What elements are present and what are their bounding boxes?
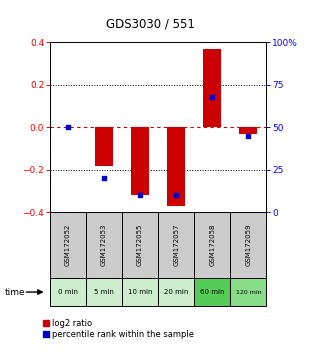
Bar — [95, 127, 113, 166]
Point — [101, 176, 107, 181]
Bar — [86, 278, 122, 306]
Bar — [122, 278, 158, 306]
Text: GSM172059: GSM172059 — [245, 224, 251, 267]
Point — [65, 125, 70, 130]
Bar — [86, 212, 122, 278]
Text: 0 min: 0 min — [58, 289, 78, 295]
Text: GSM172053: GSM172053 — [101, 224, 107, 267]
Bar — [230, 278, 266, 306]
Bar — [194, 278, 230, 306]
Bar — [158, 212, 194, 278]
Bar — [158, 278, 194, 306]
Bar — [239, 127, 257, 134]
Text: 5 min: 5 min — [94, 289, 114, 295]
Bar — [50, 212, 86, 278]
Text: GSM172055: GSM172055 — [137, 224, 143, 266]
Text: 20 min: 20 min — [164, 289, 188, 295]
Point — [174, 193, 179, 198]
Bar — [122, 212, 158, 278]
Text: GSM172057: GSM172057 — [173, 224, 179, 267]
Text: GSM172052: GSM172052 — [65, 224, 71, 266]
Text: GSM172058: GSM172058 — [209, 224, 215, 267]
Bar — [203, 49, 221, 127]
Point — [137, 193, 143, 198]
Text: 10 min: 10 min — [128, 289, 152, 295]
Text: GDS3030 / 551: GDS3030 / 551 — [107, 17, 195, 30]
Text: time: time — [5, 287, 25, 297]
Text: 120 min: 120 min — [236, 290, 261, 295]
Bar — [194, 212, 230, 278]
Bar — [131, 127, 149, 195]
Bar — [230, 212, 266, 278]
Bar — [50, 278, 86, 306]
Legend: log2 ratio, percentile rank within the sample: log2 ratio, percentile rank within the s… — [43, 319, 194, 339]
Bar — [167, 127, 185, 206]
Point — [246, 133, 251, 139]
Point — [210, 94, 215, 100]
Text: 60 min: 60 min — [200, 289, 224, 295]
